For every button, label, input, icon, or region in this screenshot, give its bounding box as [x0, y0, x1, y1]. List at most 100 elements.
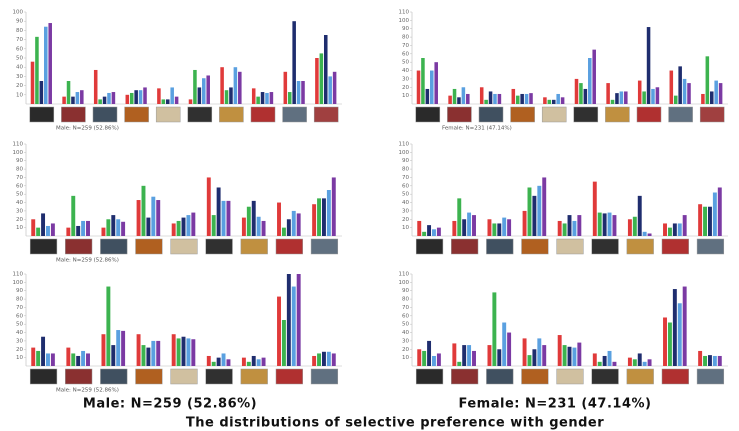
thumbnail — [573, 106, 599, 123]
bar — [436, 353, 441, 366]
bar — [41, 336, 46, 366]
bar — [551, 99, 556, 104]
bar — [588, 58, 592, 104]
bar — [191, 339, 196, 366]
bar — [673, 95, 678, 104]
bar — [507, 332, 512, 366]
thumbnail — [61, 106, 86, 123]
bar — [233, 67, 238, 104]
bar — [36, 227, 41, 236]
bar — [637, 195, 642, 236]
y-tick-label: 60 — [16, 183, 23, 189]
bar — [286, 274, 291, 366]
chart-subtitle: Male: N=259 (52.86%) — [56, 388, 119, 394]
y-tick-label: 90 — [402, 26, 409, 32]
bar — [717, 187, 722, 236]
bar — [141, 345, 146, 366]
bar — [682, 215, 687, 236]
thumbnail — [605, 106, 630, 123]
bar — [637, 353, 642, 366]
bar — [301, 81, 305, 104]
bar — [457, 97, 461, 104]
bar — [281, 320, 286, 366]
bar — [277, 296, 281, 366]
bar — [567, 346, 572, 366]
thumbnail — [313, 106, 339, 123]
bar — [698, 204, 703, 236]
bar — [487, 345, 492, 366]
bar — [315, 58, 319, 104]
bar — [422, 231, 427, 236]
y-tick-label: 100 — [399, 18, 410, 24]
bar — [256, 216, 261, 236]
bar — [457, 361, 462, 366]
bar — [46, 353, 50, 366]
thumbnail — [541, 106, 567, 123]
y-tick-label: 90 — [16, 19, 23, 25]
thumbnail — [486, 238, 514, 255]
y-tick-label: 20 — [16, 217, 23, 223]
bar — [281, 227, 286, 236]
bar — [492, 223, 497, 236]
thumbnail — [205, 368, 233, 385]
bar — [181, 217, 186, 236]
thumbnail — [65, 368, 93, 385]
bar — [556, 93, 560, 104]
bar — [211, 215, 216, 236]
thumbnail — [521, 368, 549, 385]
bar — [642, 91, 646, 104]
bar — [146, 347, 151, 366]
bar — [75, 92, 80, 104]
bar — [592, 353, 597, 366]
bar — [434, 62, 438, 104]
bar — [81, 220, 86, 236]
thumbnail — [696, 368, 725, 385]
bar — [326, 351, 331, 366]
bar — [136, 200, 141, 236]
thumbnail — [205, 238, 233, 255]
y-tick-label: 90 — [16, 288, 23, 294]
y-tick-label: 70 — [16, 37, 23, 43]
bar — [672, 289, 677, 366]
bar — [216, 187, 221, 236]
thumbnail — [556, 238, 584, 255]
y-tick-label: 20 — [402, 217, 409, 223]
y-tick-label: 80 — [402, 167, 409, 173]
bar — [221, 200, 226, 236]
thumbnail — [591, 368, 619, 385]
thumbnail — [124, 106, 149, 123]
bar — [224, 90, 229, 104]
thumbnail — [275, 238, 303, 255]
bar — [678, 66, 682, 104]
y-tick-label: 80 — [402, 297, 409, 303]
bar — [667, 227, 672, 236]
y-tick-label: 50 — [402, 60, 409, 66]
thumbnail — [661, 368, 689, 385]
y-tick-label: 80 — [402, 35, 409, 41]
thumbnail — [275, 368, 303, 385]
bar — [156, 340, 161, 366]
bar — [527, 355, 532, 366]
bar — [488, 91, 493, 104]
y-tick-label: 50 — [16, 56, 23, 62]
bar — [265, 92, 269, 104]
bar — [125, 94, 130, 104]
bar — [220, 67, 224, 104]
bar — [331, 177, 336, 236]
y-tick-label: 10 — [16, 225, 23, 231]
bar — [269, 92, 274, 104]
thumbnail — [415, 238, 444, 255]
thumbnail — [29, 368, 58, 385]
y-tick-label: 100 — [13, 280, 24, 286]
bar — [312, 355, 317, 366]
thumbnail — [310, 368, 339, 385]
bar — [317, 198, 322, 236]
bar — [143, 87, 147, 104]
y-tick-label: 90 — [402, 158, 409, 164]
bar — [527, 187, 532, 236]
bar — [602, 213, 607, 236]
bar — [532, 195, 537, 236]
bar — [642, 231, 647, 236]
bar — [560, 97, 565, 104]
chart-subtitle: Female: N=231 (47.14%) — [442, 126, 512, 132]
